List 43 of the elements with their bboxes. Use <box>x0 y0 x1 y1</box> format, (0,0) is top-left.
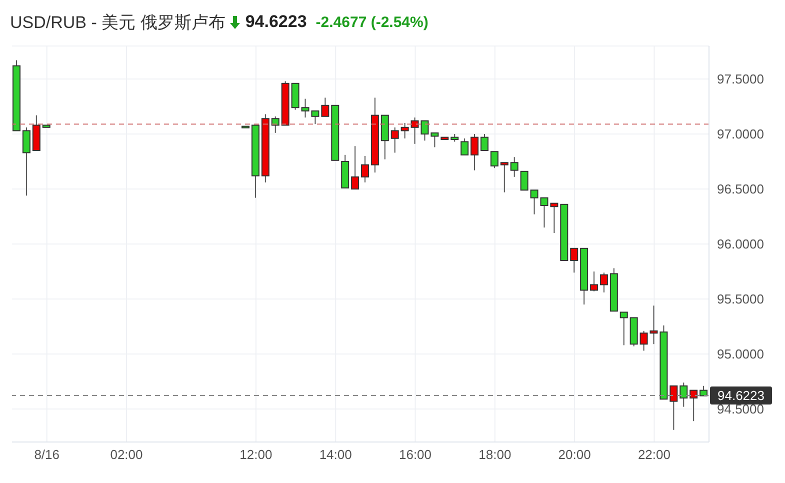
x-tick-label: 8/16 <box>34 447 60 462</box>
chart-title: USD/RUB - 美元 俄罗斯卢布 <box>10 12 226 34</box>
candlestick <box>490 151 498 169</box>
candlestick <box>620 312 628 346</box>
candlestick <box>470 134 479 171</box>
candlestick <box>640 330 648 352</box>
y-tick-label: 94.5000 <box>717 402 764 417</box>
candlestick <box>700 385 708 396</box>
y-tick-label: 97.0000 <box>717 126 764 142</box>
candlestick <box>351 146 360 190</box>
y-tick-label: 95.0000 <box>717 346 764 362</box>
y-tick-label: 96.0000 <box>717 236 764 252</box>
candlestick <box>510 156 518 178</box>
ref-line-label: 94.6223 <box>718 388 764 404</box>
y-tick-label: 96.5000 <box>717 182 764 197</box>
y-tick-label: 97.5000 <box>717 72 764 87</box>
x-tick-label: 20:00 <box>558 447 591 462</box>
x-tick-label: 02:00 <box>110 447 143 462</box>
candlestick <box>321 97 330 117</box>
candlestick <box>600 272 608 293</box>
candlestick <box>361 156 369 183</box>
text: -2.4677 (-2.54%) <box>316 14 428 30</box>
x-tick-label: 16:00 <box>398 447 432 462</box>
candlestick <box>520 170 528 191</box>
text: 94.6223 <box>245 12 307 32</box>
candlestick <box>430 132 439 148</box>
candlestick <box>570 248 578 274</box>
candlestick <box>590 271 598 292</box>
candlestick <box>400 122 409 139</box>
candlestick <box>390 126 399 154</box>
x-tick-label: 22:00 <box>638 447 671 462</box>
candlestick <box>500 162 508 193</box>
candlestick <box>480 134 488 151</box>
candlestick <box>22 126 30 196</box>
x-tick-label: 12:00 <box>240 447 272 462</box>
candlestick <box>460 138 469 156</box>
candlestick <box>680 382 688 408</box>
candlestick <box>670 385 678 430</box>
x-tick-label: 18:00 <box>478 447 512 462</box>
candlestick <box>690 390 698 422</box>
y-tick-label: 95.5000 <box>717 292 764 307</box>
x-tick-label: 14:00 <box>319 447 352 462</box>
candlestick <box>550 202 558 234</box>
